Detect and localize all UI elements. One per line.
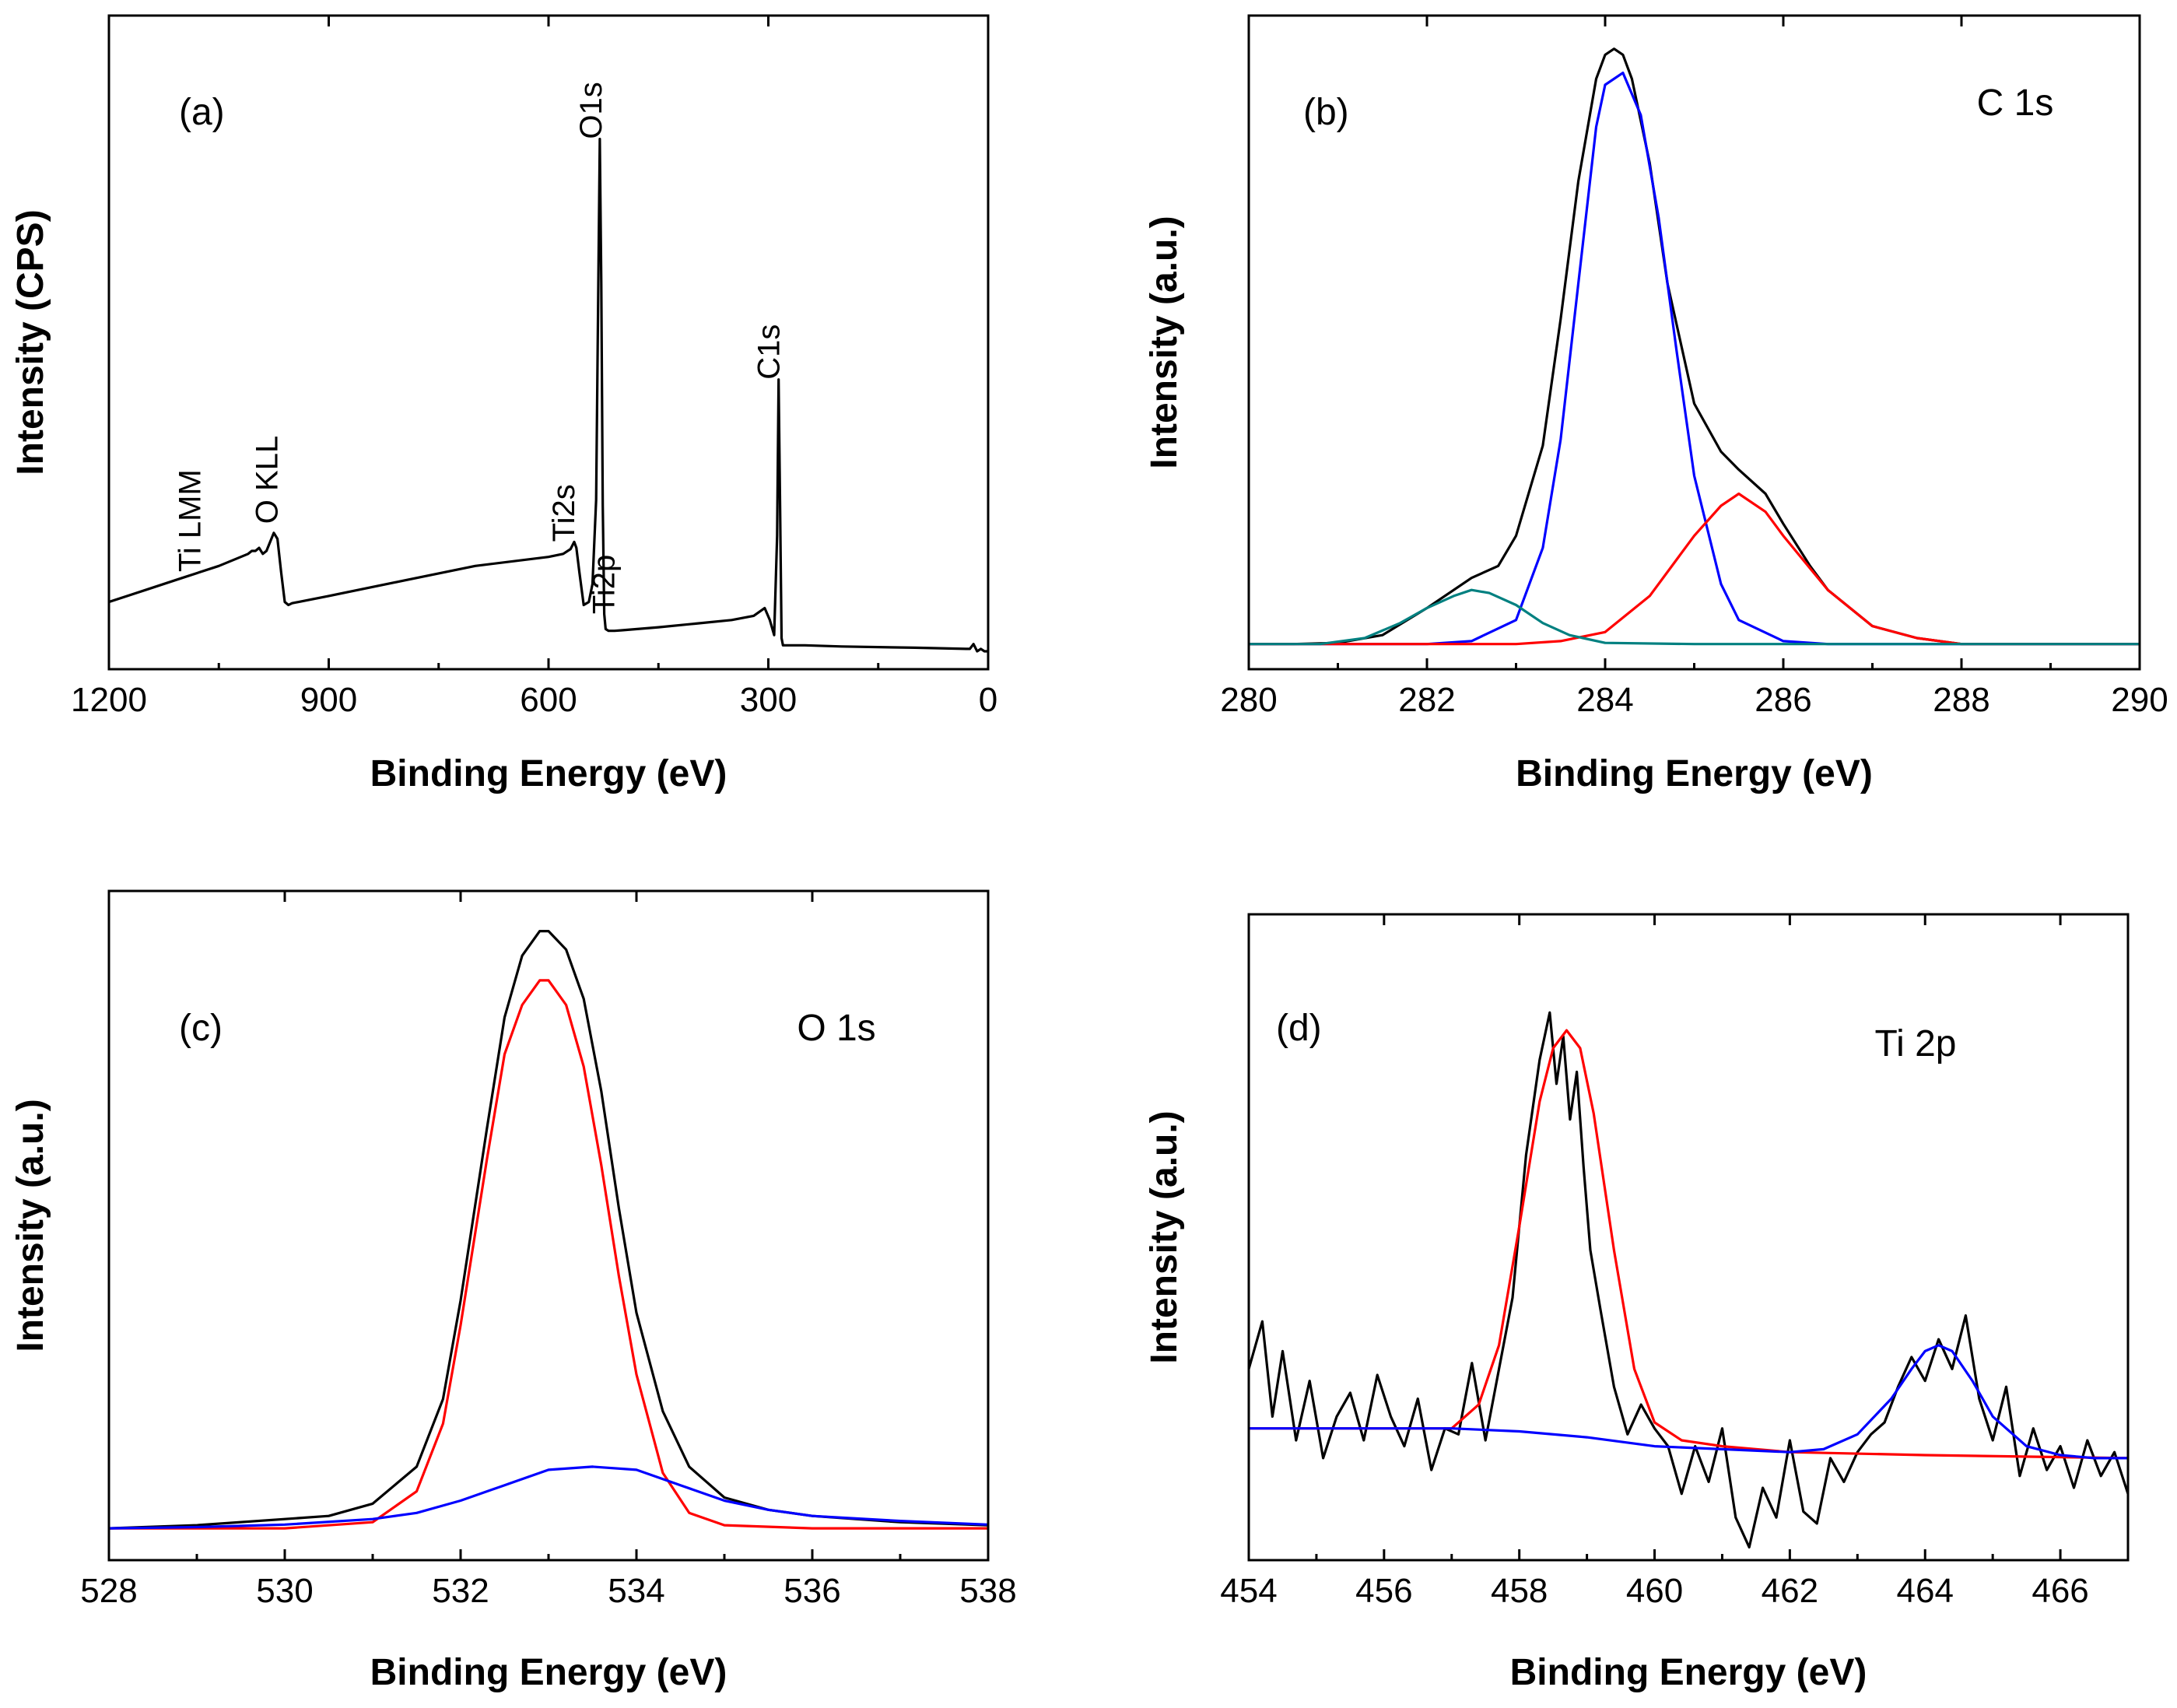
peak-label: Ti2s bbox=[547, 484, 581, 542]
peak-label: C1s bbox=[752, 324, 787, 380]
series-line-component-282-5-ev bbox=[1249, 588, 2140, 646]
x-tick-label: 286 bbox=[1755, 681, 1811, 719]
x-tick-label: 0 bbox=[979, 681, 997, 719]
x-tick-label: 600 bbox=[520, 681, 577, 719]
panel-title: Ti 2p bbox=[1875, 1023, 1957, 1064]
series-line-component-285-5-ev bbox=[1249, 492, 2140, 646]
x-tick-label: 284 bbox=[1576, 681, 1633, 719]
peak-label: Ti2p bbox=[587, 555, 622, 614]
plot-frame bbox=[107, 889, 990, 1562]
series-group bbox=[109, 138, 988, 653]
series-line-component-458-7-ev bbox=[1249, 1029, 2128, 1460]
series-group bbox=[109, 929, 988, 1530]
x-tick-label: 534 bbox=[608, 1572, 664, 1610]
x-tick-label: 300 bbox=[740, 681, 797, 719]
x-tick-label: 456 bbox=[1355, 1572, 1412, 1610]
x-tick-label: 460 bbox=[1626, 1572, 1683, 1610]
panel-d: 454 456 458 460 462 464 466 Binding Energy (eV)… bbox=[1144, 913, 2130, 1693]
x-tick-label: 458 bbox=[1491, 1572, 1548, 1610]
peak-label: Ti LMM bbox=[174, 469, 208, 572]
y-axis-title: Intensity (a.u.) bbox=[1144, 1110, 1185, 1363]
x-axis-title: Binding Energy (eV) bbox=[370, 753, 727, 794]
x-tick-label: 532 bbox=[432, 1572, 489, 1610]
panel-label: (a) bbox=[179, 92, 225, 133]
x-axis-title: Binding Energy (eV) bbox=[370, 1652, 727, 1693]
series-group bbox=[1249, 1011, 2128, 1549]
panel-title: O 1s bbox=[797, 1008, 875, 1049]
x-tick-label: 280 bbox=[1220, 681, 1277, 719]
series-line-raw bbox=[1249, 1011, 2128, 1549]
series-line-envelope bbox=[1249, 47, 2140, 646]
panel-label: (b) bbox=[1303, 92, 1349, 133]
x-tick-label: 282 bbox=[1398, 681, 1455, 719]
y-axis-title: Intensity (a.u.) bbox=[1144, 216, 1185, 468]
x-axis-title: Binding Energy (eV) bbox=[1516, 753, 1873, 794]
series-line-survey bbox=[109, 138, 988, 653]
panel-c: 528 530 532 534 536 538 Binding Energy (eV) Int… bbox=[10, 889, 1017, 1693]
series-group bbox=[1249, 47, 2140, 646]
panel-label: (c) bbox=[179, 1008, 223, 1049]
panel-a: 1200 900 600 300 0 Binding Energy (eV) Intensi… bbox=[10, 14, 997, 794]
x-tick-label: 900 bbox=[300, 681, 357, 719]
series-line-component-284-2-ev bbox=[1249, 71, 2140, 646]
x-tick-label: 290 bbox=[2111, 681, 2168, 719]
x-axis-title: Binding Energy (eV) bbox=[1510, 1652, 1867, 1693]
x-tick-label: 1200 bbox=[71, 681, 147, 719]
x-tick-label: 530 bbox=[256, 1572, 313, 1610]
x-tick-label: 536 bbox=[784, 1572, 840, 1610]
series-line-component-533-5-ev bbox=[109, 1465, 988, 1530]
x-tick-label: 462 bbox=[1762, 1572, 1818, 1610]
peak-label: O1s bbox=[574, 82, 608, 139]
y-axis-title: Intensity (a.u.) bbox=[10, 1099, 51, 1352]
panel-b: 280 282 284 286 288 290 Binding Energy (eV) Int… bbox=[1144, 14, 2168, 794]
x-tick-label: 528 bbox=[80, 1572, 137, 1610]
plot-frame bbox=[1247, 913, 2130, 1562]
x-tick-label: 538 bbox=[959, 1572, 1016, 1610]
series-line-component-464-2-ev bbox=[1249, 1344, 2128, 1460]
x-tick-label: 466 bbox=[2032, 1572, 2088, 1610]
panel-title: C 1s bbox=[1977, 82, 2054, 124]
peak-label: O KLL bbox=[251, 436, 285, 524]
series-line-component-533-0-ev bbox=[109, 979, 988, 1530]
x-tick-label: 454 bbox=[1220, 1572, 1277, 1610]
panel-label: (d) bbox=[1276, 1008, 1322, 1049]
y-axis-title: Intensity (CPS) bbox=[10, 209, 51, 475]
series-line-envelope bbox=[109, 929, 988, 1530]
plot-frame bbox=[107, 14, 990, 671]
x-tick-label: 464 bbox=[1897, 1572, 1954, 1610]
x-tick-label: 288 bbox=[1933, 681, 1989, 719]
